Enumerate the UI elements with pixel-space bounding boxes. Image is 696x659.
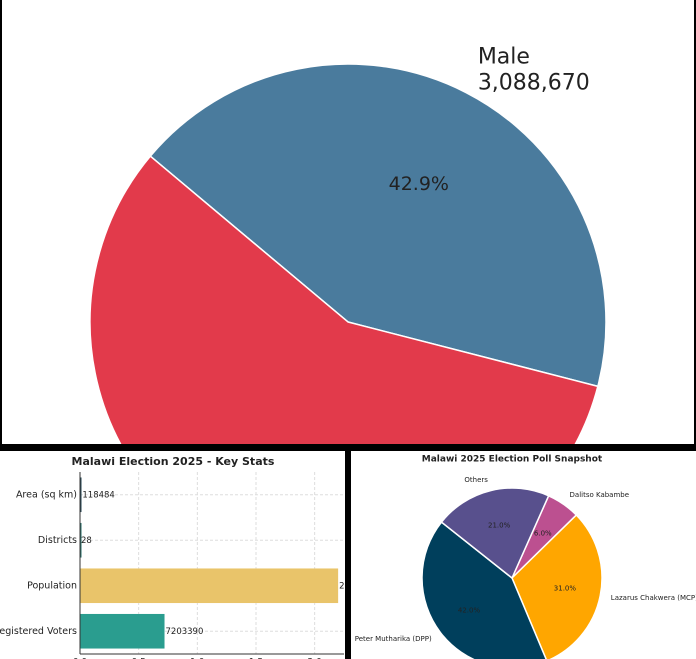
pie-slice [421,521,547,659]
y-tick-label: Population [27,580,77,591]
y-tick-label: Registered Voters [0,626,77,637]
x-tick-label: 2.0 [308,658,323,659]
bar [80,522,82,558]
pie-slice [149,63,607,388]
slice-percent: 21.0% [488,522,511,530]
x-tick-label: 1.0 [190,658,205,659]
slice-label: Dalitso Kabambe [570,491,630,499]
slice-label: Male [478,45,530,70]
slice-label: Lazarus Chakwera (MCP) [611,594,696,602]
slice-percent: 31.0% [554,585,577,593]
value-label: 7203390 [166,627,204,637]
chart-title: Malawi 2025 Election Poll Snapshot [422,455,603,465]
x-tick-label: 0.5 [132,658,146,659]
bar [80,613,165,649]
bar [80,477,82,513]
slice-label: Peter Mutharika (DPP) [355,635,432,643]
stats-bar-chart: Malawi Election 2025 - Key Stats 0.0 0.5 1.… [0,455,382,659]
value-label: 28 [81,536,92,546]
slice-label: Others [464,476,488,484]
slice-count: 3,088,670 [478,71,590,96]
y-tick-label: Area (sq km) [16,489,77,500]
pie-slice [89,155,599,444]
x-tick-label: 0.0 [73,658,88,659]
slice-percent: 42.9% [389,173,449,195]
panel [0,451,345,659]
value-label: 22000000 [339,581,382,591]
bar [80,568,339,604]
pie-slice [511,513,603,659]
pie-slice [440,487,550,580]
slice-percent: 42.0% [458,607,481,615]
poll-pie: Malawi 2025 Election Poll Snapshot 6.0% Da… [355,455,696,659]
y-tick-label: Districts [38,535,77,546]
value-label: 118484 [82,490,114,500]
slice-percent: 6.0% [534,530,552,538]
chart-title: Malawi Election 2025 - Key Stats [72,455,275,468]
x-tick-label: 1.5 [249,658,263,659]
